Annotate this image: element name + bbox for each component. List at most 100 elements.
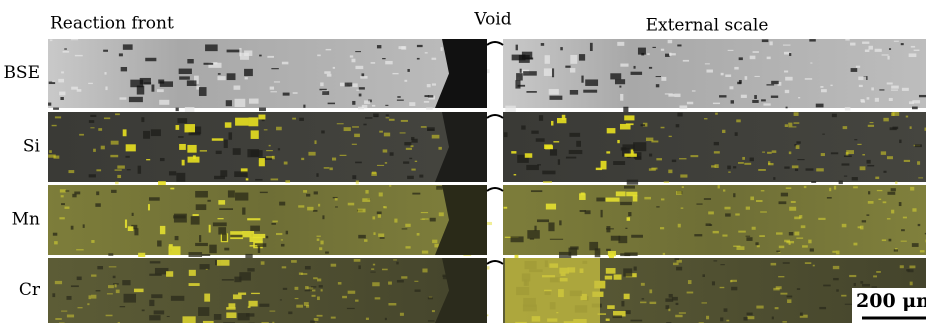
grain [708,211,714,214]
grain [871,87,874,90]
grain [891,210,894,214]
grain [607,128,616,133]
grain [669,136,672,137]
grain [679,158,686,159]
grain [920,250,925,252]
grain [590,43,593,51]
grain [843,126,848,129]
grain [853,243,857,246]
grain [910,187,914,191]
grain [178,136,183,138]
grain [388,282,392,285]
grain [656,158,662,160]
grain [212,138,224,140]
grain [175,236,179,240]
grain [61,311,67,312]
grain [875,177,879,179]
grain [348,291,356,294]
grain [288,312,292,315]
grain [213,222,227,226]
grain [90,115,96,117]
grain [149,300,154,306]
grain [531,131,538,134]
grain [49,150,52,153]
grain [682,186,684,188]
grain [616,191,626,196]
grain [548,222,554,231]
grain [782,321,786,322]
grain [238,293,246,295]
grain [305,266,311,269]
grain [802,245,808,247]
grain [845,304,853,305]
grain [746,236,751,237]
grain [430,218,436,222]
grain [868,191,870,194]
grain [585,79,598,85]
grain [88,83,93,84]
grain [421,212,428,213]
grain [264,129,268,130]
grain [536,138,545,141]
grain [687,292,694,294]
grain [613,315,622,318]
grain [441,47,443,51]
grain [641,283,645,286]
grain [373,232,375,235]
grain [784,166,789,168]
grain [901,229,905,231]
grain [171,296,184,301]
grain [364,100,370,104]
grain [902,88,909,91]
grain [111,190,117,193]
grain [521,125,525,129]
grain [52,125,57,126]
grain [233,294,242,299]
grain [666,305,670,309]
grain [326,49,332,50]
grain [785,124,788,127]
grain [314,318,319,321]
grain [283,288,287,290]
grain [248,301,257,307]
grain [295,287,299,290]
grain [422,251,428,254]
grain [649,289,652,293]
grain [358,107,364,110]
grain [796,145,800,149]
grain [854,139,857,140]
grain [908,269,914,272]
grain [64,48,67,49]
grain [842,163,850,165]
grain [891,90,898,91]
grain [860,226,863,230]
grain [647,53,650,55]
grain [728,171,730,172]
row-label: BSE [3,63,40,83]
grain [752,100,758,103]
grain [550,149,557,155]
grain [355,162,362,164]
grain [157,89,164,92]
grain [610,73,621,79]
grain [917,161,920,165]
grain [757,245,760,247]
grain [714,142,719,145]
grain [758,169,766,171]
grain [543,181,552,182]
grain [292,118,296,120]
grain [720,264,724,265]
grain [167,316,170,317]
grain [301,158,304,160]
grain [377,45,381,48]
grain [860,99,864,102]
grain [402,228,408,229]
grain [276,233,282,235]
grain [912,243,919,247]
grain [583,90,597,93]
grain [560,47,563,50]
grain [791,201,796,203]
grain [154,310,165,314]
grain [282,62,289,65]
grain [744,163,751,165]
